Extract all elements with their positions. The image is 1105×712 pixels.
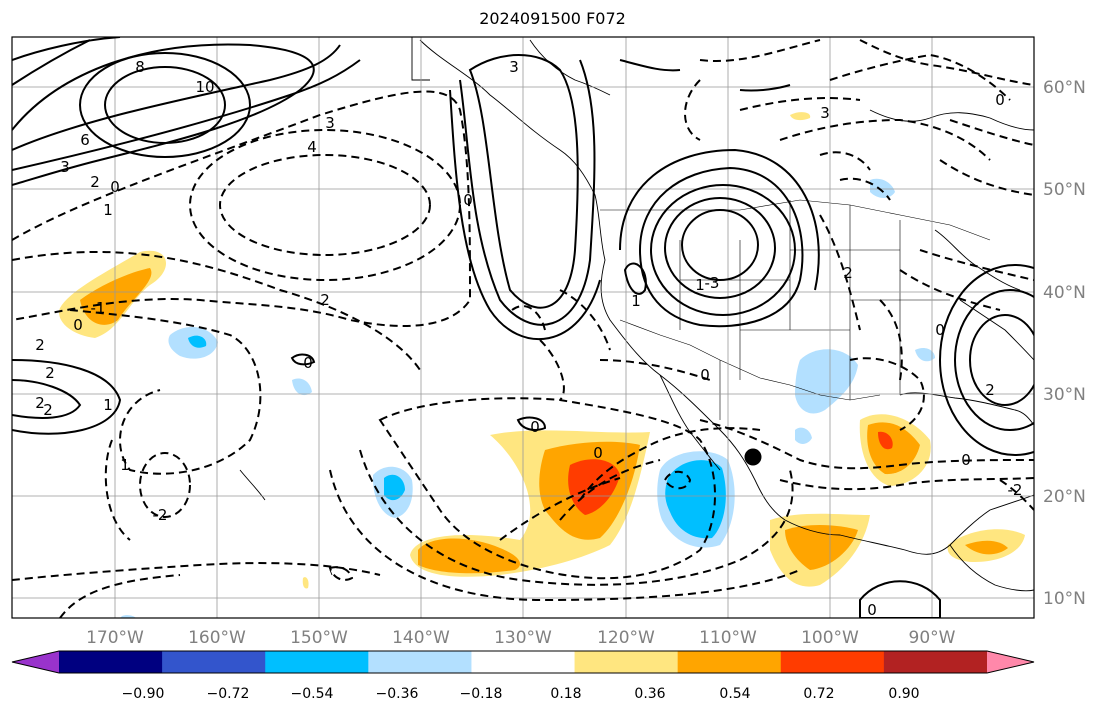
colorbar-segment bbox=[265, 651, 369, 673]
contour-label: 2 bbox=[985, 381, 995, 399]
contour-label: 2 bbox=[90, 173, 100, 191]
colorbar-segment bbox=[368, 651, 472, 673]
colorbar-outline bbox=[11, 650, 1035, 674]
colorbar-extend-min bbox=[12, 651, 59, 673]
contour-label: 2 bbox=[45, 364, 55, 382]
lon-label: 90°W bbox=[909, 628, 956, 648]
latitude-labels: 60°N 50°N 40°N 30°N 20°N 10°N bbox=[1043, 78, 1086, 609]
colorbar-segments bbox=[11, 650, 1035, 674]
lat-label: 20°N bbox=[1043, 487, 1086, 507]
colorbar-tick-label: 0.72 bbox=[803, 686, 834, 702]
colorbar-tick-label: −0.90 bbox=[122, 686, 165, 702]
contour-label: 4 bbox=[307, 138, 317, 156]
map-title: 2024091500 F072 bbox=[479, 9, 626, 28]
contour-label: 0 bbox=[530, 418, 540, 436]
lon-label: 150°W bbox=[290, 628, 348, 648]
colorbar-segment bbox=[677, 651, 782, 673]
colorbar-tick-label: 0.54 bbox=[719, 686, 750, 702]
lon-label: 160°W bbox=[188, 628, 246, 648]
contour-label: 0 bbox=[700, 366, 710, 384]
contour-label: 1 bbox=[631, 292, 641, 310]
contour-label: 0 bbox=[463, 191, 473, 209]
contour-label: 10 bbox=[195, 78, 214, 96]
map-frame bbox=[11, 36, 1035, 619]
storm-center-marker bbox=[744, 448, 762, 466]
dashed-contours bbox=[12, 39, 1034, 618]
contour-labels: 8 10 6 3 2 2 2 1 1 3 -3 -1 -2 2 2 0 1 2 … bbox=[35, 58, 1023, 619]
shading-negative bbox=[120, 178, 935, 618]
lat-label: 40°N bbox=[1043, 283, 1086, 303]
contour-label: 1 bbox=[103, 201, 113, 219]
longitude-labels: 170°W 160°W 150°W 140°W 130°W 120°W 110°… bbox=[86, 628, 956, 648]
colorbar-segment bbox=[574, 651, 679, 673]
contour-label: 0 bbox=[73, 316, 83, 334]
colorbar-segment bbox=[883, 651, 988, 673]
lat-label: 30°N bbox=[1043, 385, 1086, 405]
contour-label: 2 bbox=[843, 264, 853, 282]
contour-label: 3 bbox=[60, 158, 70, 176]
contour-label: 0 bbox=[867, 601, 877, 619]
contour-label: 0 bbox=[961, 451, 971, 469]
contour-label: 0 bbox=[935, 321, 945, 339]
lat-label: 10°N bbox=[1043, 589, 1086, 609]
colorbar-segment bbox=[471, 651, 576, 673]
lon-label: 170°W bbox=[86, 628, 144, 648]
colorbar-tick-label: −0.36 bbox=[376, 686, 419, 702]
colorbar-tick-label: 0.18 bbox=[550, 686, 581, 702]
colorbar-tick-label: −0.54 bbox=[291, 686, 334, 702]
solid-contours bbox=[12, 37, 1034, 618]
colorbar-tick-label: −0.18 bbox=[460, 686, 503, 702]
contour-label: 3 bbox=[325, 114, 335, 132]
colorbar-tick-label: −0.72 bbox=[207, 686, 250, 702]
borders bbox=[600, 199, 991, 420]
lon-label: 100°W bbox=[801, 628, 859, 648]
lon-label: 120°W bbox=[597, 628, 655, 648]
contour-label: 0 bbox=[593, 444, 603, 462]
colorbar-tick-label: 0.90 bbox=[888, 686, 919, 702]
colorbar-extend-max bbox=[987, 651, 1034, 673]
contour-label: 1 bbox=[120, 456, 130, 474]
contour-label: 0 bbox=[303, 354, 313, 372]
colorbar-segment bbox=[59, 651, 163, 673]
contour-label: 8 bbox=[135, 58, 145, 76]
contour-label: 6 bbox=[80, 131, 90, 149]
colorbar-segment bbox=[780, 651, 885, 673]
contour-label: 2 bbox=[35, 394, 45, 412]
contour-label: -2 bbox=[1008, 481, 1023, 499]
contour-label: 1 bbox=[695, 276, 705, 294]
contour-label: 2 bbox=[320, 291, 330, 309]
colorbar-ticks: −0.90 −0.72 −0.54 −0.36 −0.18 0.18 0.36 … bbox=[122, 686, 920, 702]
lat-label: 50°N bbox=[1043, 180, 1086, 200]
contour-label: 0 bbox=[110, 178, 120, 196]
lat-label: 60°N bbox=[1043, 78, 1086, 98]
contour-label: -3 bbox=[705, 274, 720, 292]
lon-label: 130°W bbox=[494, 628, 552, 648]
contour-label: 2 bbox=[43, 401, 53, 419]
contour-label: 2 bbox=[35, 336, 45, 354]
graticule bbox=[12, 37, 1034, 618]
contour-label: -1 bbox=[91, 299, 106, 317]
colorbar-tick-label: 0.36 bbox=[634, 686, 665, 702]
lon-label: 140°W bbox=[392, 628, 450, 648]
colorbar-segment bbox=[162, 651, 266, 673]
contour-label: 3 bbox=[820, 104, 830, 122]
lon-label: 110°W bbox=[699, 628, 757, 648]
contour-label: 3 bbox=[509, 58, 519, 76]
contour-label: 0 bbox=[995, 91, 1005, 109]
contour-label: 1 bbox=[103, 396, 113, 414]
contour-label: -2 bbox=[153, 506, 168, 524]
